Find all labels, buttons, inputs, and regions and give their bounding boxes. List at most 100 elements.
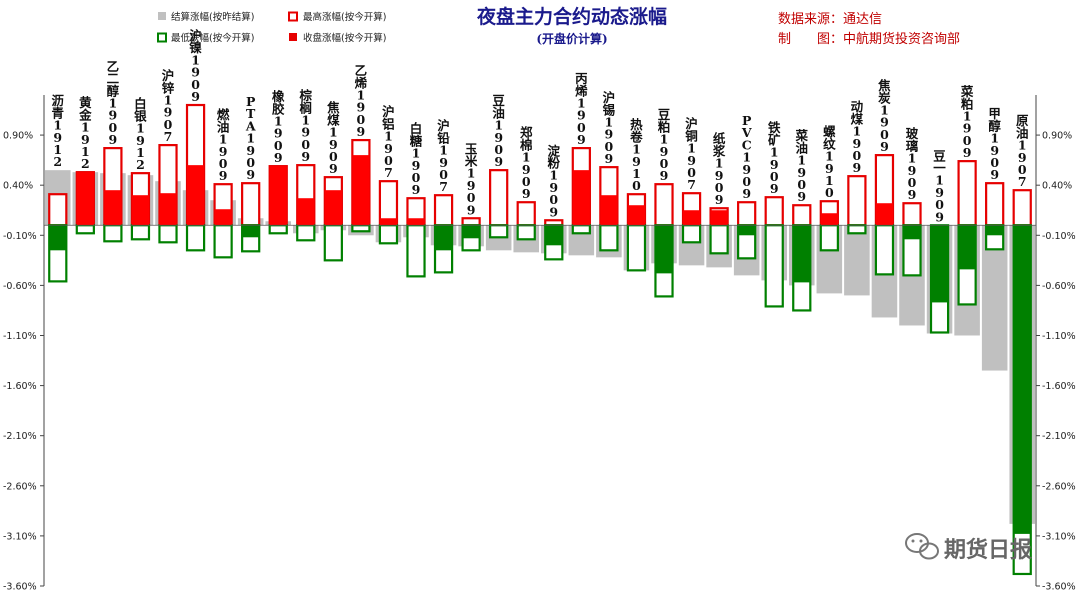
category-label: 沥青 1 9 1 2	[52, 93, 65, 169]
high-bar	[516, 201, 536, 227]
close-bar	[352, 155, 370, 226]
high-bar	[847, 175, 867, 227]
legend-label-settle: 结算涨幅(按昨结算)	[171, 11, 254, 23]
high-bar	[957, 160, 977, 227]
low-bar	[599, 224, 619, 252]
y-tick-label: 0.40%	[3, 181, 33, 192]
category-label: 乙二醇 1 9 0 9	[107, 59, 120, 147]
category-label: 白糖 1 9 0 9	[410, 121, 423, 197]
legend-swatch-close	[289, 33, 297, 41]
close-bar	[76, 172, 94, 226]
left-axis-ticks: 0.90% 0.40% -0.10% -0.60% -1.10% -1.60% -2.10%…	[3, 131, 44, 593]
low-bar	[158, 224, 178, 244]
category-label: 燃油 1 9 0 9	[217, 107, 230, 183]
low-bar	[351, 224, 371, 233]
y-tick-label-right: -3.60%	[1042, 582, 1076, 593]
legend: 结算涨幅(按昨结算) 最高涨幅(按今开算) 最低跌幅(按今开算) 收盘涨幅(按今…	[157, 11, 386, 44]
low-bar	[626, 224, 647, 272]
close-bar	[435, 225, 453, 251]
low-bar	[185, 224, 206, 252]
y-tick-label: 0.90%	[3, 131, 33, 142]
y-tick-label-right: -1.10%	[1042, 331, 1076, 342]
watermark-text: 期货日报	[944, 537, 1032, 563]
y-tick-label-right: -2.10%	[1042, 431, 1076, 442]
close-bar	[545, 225, 563, 246]
high-bar	[48, 193, 68, 227]
close-bar	[131, 195, 149, 226]
settle-bar	[844, 225, 870, 296]
right-axis-ticks: 0.90% 0.40% -0.10% -0.60% -1.10% -1.60% -2.10%…	[1036, 131, 1076, 593]
low-bar	[406, 224, 426, 278]
high-bar	[737, 201, 757, 227]
low-bar	[516, 224, 536, 241]
close-bar	[655, 225, 673, 274]
legend-label-close: 收盘涨幅(按今开算)	[303, 32, 386, 44]
watermark: 期货日报	[905, 533, 1032, 563]
close-bar	[738, 225, 756, 236]
high-bar	[433, 194, 454, 227]
y-tick-label-right: -1.60%	[1042, 381, 1076, 392]
close-bar	[710, 210, 728, 226]
close-bar	[104, 190, 122, 226]
category-label: 玻璃 1 9 0 9	[906, 126, 919, 202]
y-tick-label: -1.60%	[3, 381, 37, 392]
close-bar	[159, 193, 177, 226]
high-bar	[985, 182, 1005, 227]
y-tick-label: -3.10%	[3, 531, 37, 542]
y-tick-label-right: -3.10%	[1042, 531, 1076, 542]
close-bar	[462, 225, 480, 239]
high-bar	[792, 204, 812, 227]
low-bar	[681, 224, 702, 244]
y-tick-label: -1.10%	[3, 331, 37, 342]
category-label: 菜油 1 9 0 9	[795, 128, 809, 204]
category-label: 郑棉 1 9 0 9	[520, 125, 533, 201]
category-label: 原油 1 9 0 7	[1016, 113, 1029, 189]
y-tick-label-right: -2.60%	[1042, 481, 1076, 492]
y-tick-label-right: -0.10%	[1042, 231, 1076, 242]
legend-swatch-settle	[158, 12, 166, 20]
high-bar	[1012, 189, 1032, 227]
close-bar	[627, 205, 645, 226]
category-label: 乙烯 1 9 0 9	[355, 63, 368, 139]
category-label: 豆油 1 9 0 9	[492, 93, 505, 169]
close-bar	[572, 170, 590, 226]
legend-swatch-low	[157, 32, 167, 43]
category-label: 铁矿 1 9 0 9	[768, 120, 781, 196]
low-bar	[75, 224, 95, 235]
close-bar	[324, 190, 342, 226]
low-bar	[847, 224, 867, 235]
y-tick-label: -0.60%	[3, 281, 37, 292]
legend-label-high: 最高涨幅(按今开算)	[303, 11, 386, 23]
low-bar	[213, 224, 233, 259]
close-bar	[187, 165, 205, 226]
chart-subtitle: (开盘价计算)	[536, 31, 607, 46]
legend-swatch-high	[288, 11, 298, 22]
close-bar	[875, 203, 893, 226]
low-bar	[268, 224, 288, 235]
low-bar	[819, 224, 839, 252]
low-bar	[874, 224, 895, 276]
category-label: 焦煤 1 9 0 9	[326, 100, 340, 176]
low-bar	[323, 224, 343, 262]
y-tick-label: -2.10%	[3, 431, 37, 442]
y-tick-label-right: 0.40%	[1042, 181, 1072, 192]
close-bar	[683, 210, 701, 226]
low-bar	[103, 224, 123, 243]
y-tick-label-right: 0.90%	[1042, 131, 1072, 142]
category-label: 沪锡 1 9 0 9	[603, 90, 616, 166]
category-label: 菜粕 1 9 0 9	[960, 84, 974, 160]
category-label: 豆粕 1 9 0 9	[658, 107, 671, 183]
category-label: 焦炭 1 9 0 9	[877, 78, 891, 154]
y-tick-label: -2.60%	[3, 481, 37, 492]
wechat-icon	[905, 533, 939, 560]
category-label: 动煤 1 9 0 9	[851, 99, 864, 175]
high-bar	[241, 182, 261, 227]
category-label: 沪锌 1 9 0 7	[162, 68, 175, 144]
y-tick-label: -0.10%	[3, 231, 37, 242]
category-label: 玉米 1 9 0 9	[464, 141, 478, 217]
close-bar	[931, 225, 949, 303]
low-bar	[489, 224, 509, 239]
low-bar	[764, 224, 784, 308]
